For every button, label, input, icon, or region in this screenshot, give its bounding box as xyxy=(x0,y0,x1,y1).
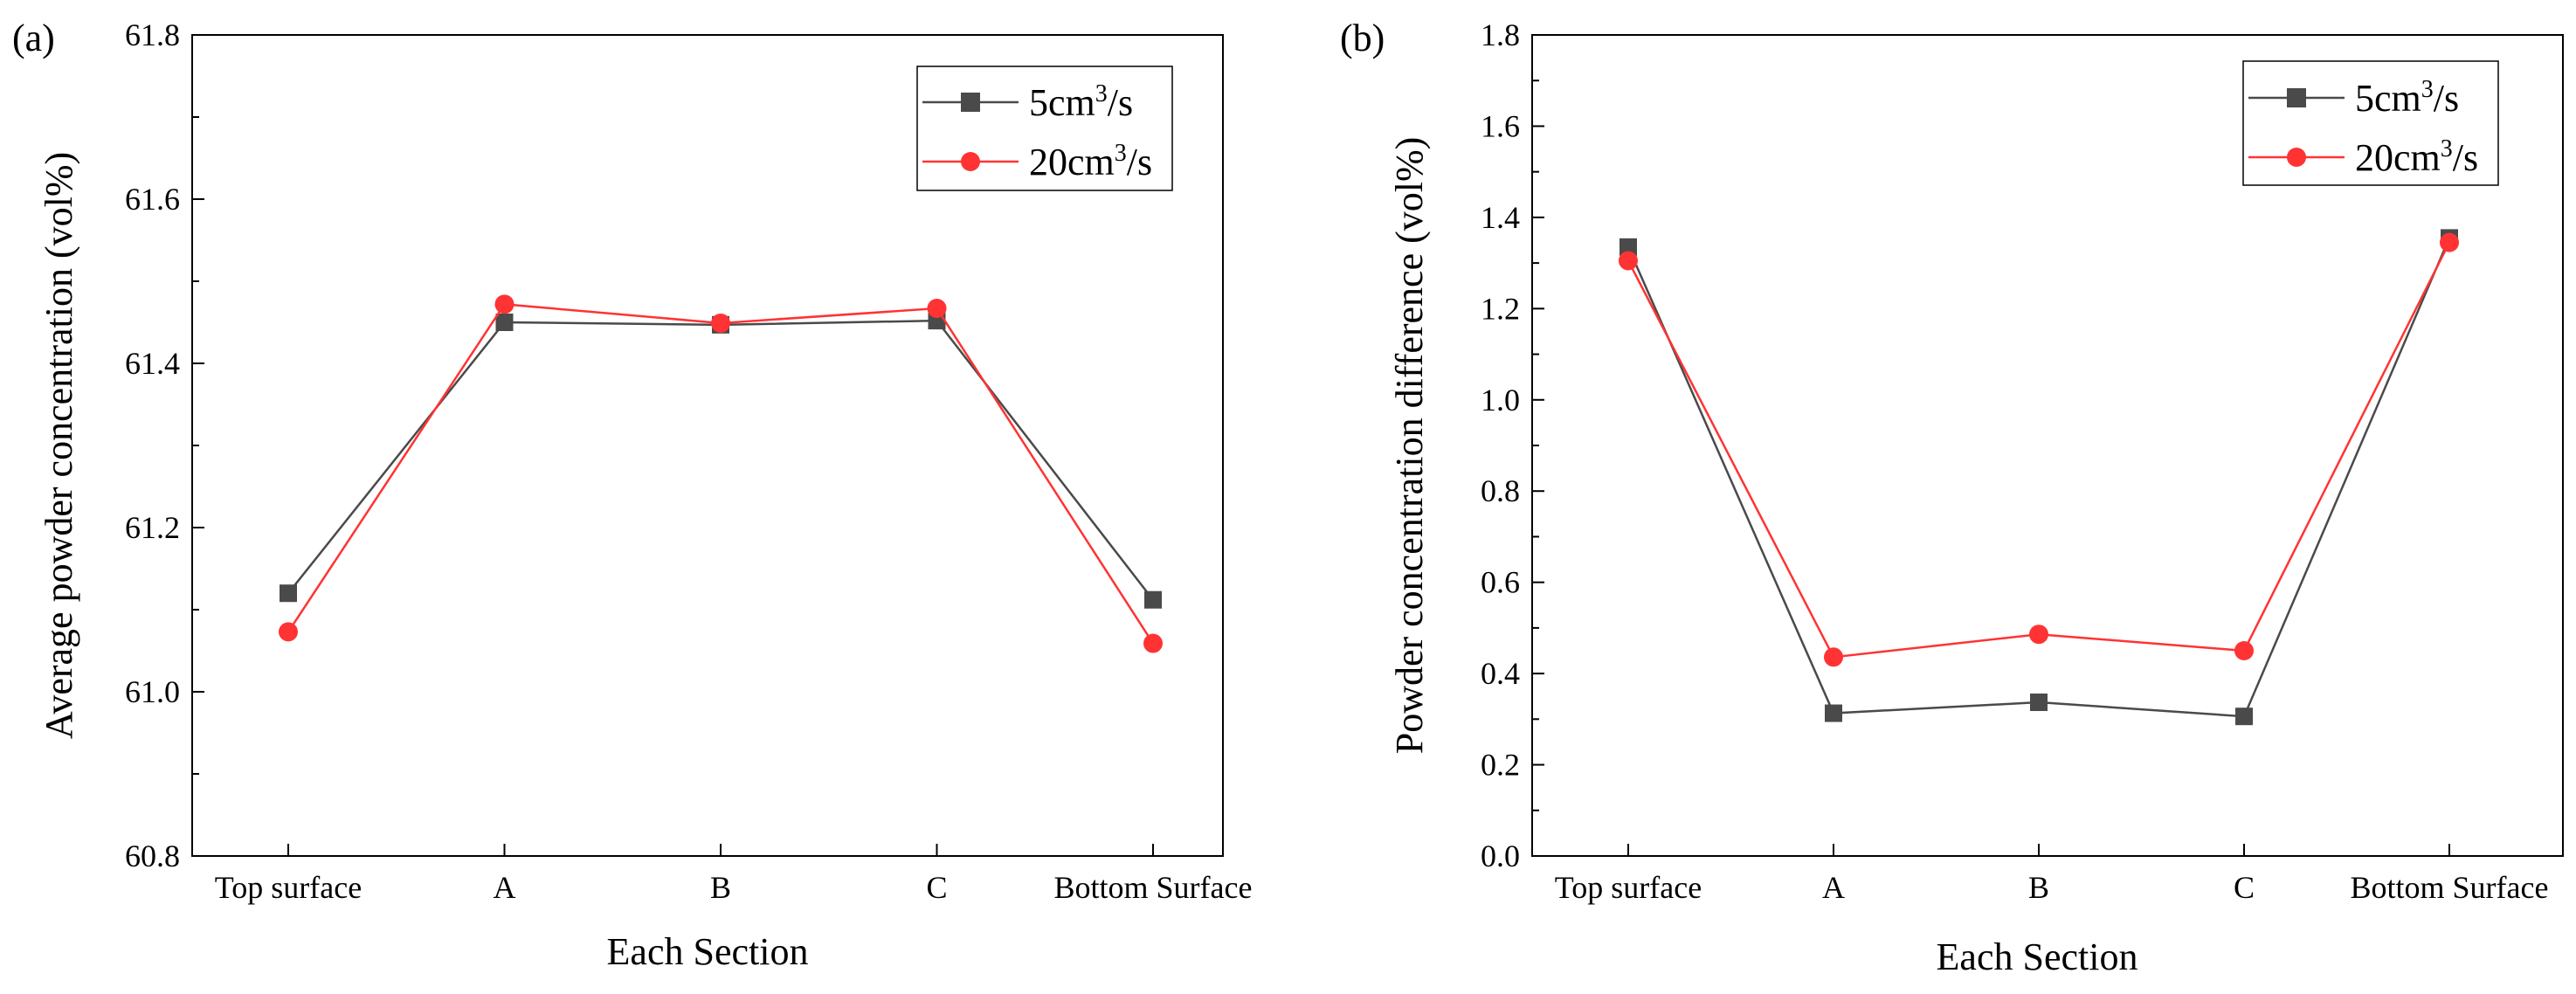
data-point-circle-a xyxy=(1143,633,1163,653)
data-point-circle-b xyxy=(2440,232,2459,252)
x-tick-label-a: A xyxy=(494,870,516,905)
data-point-square-a xyxy=(495,314,514,331)
data-point-square-b xyxy=(1619,238,1637,256)
data-point-circle-b xyxy=(1824,647,1843,667)
data-point-circle-b xyxy=(2029,625,2048,645)
chart-panel-b: (b) 0.0 0.2 0.4 0.6 0.8 1.0 1.2 1.4 1.6 1.8 Top s… xyxy=(1340,17,2564,978)
data-point-square-a xyxy=(280,584,297,603)
y-tick-label-b: 0.6 xyxy=(1481,565,1520,600)
y-tick-label-a: 61.4 xyxy=(125,346,180,381)
legend-marker-5cm-b xyxy=(2287,88,2306,107)
x-ticks-b: Top surface A B C Bottom Surface xyxy=(1555,844,2549,905)
y-tick-label-b: 1.0 xyxy=(1481,383,1520,418)
legend-a: 5cm3/s 20cm3/s xyxy=(916,66,1173,191)
data-point-circle-a xyxy=(279,622,298,642)
legend-label-5cm-b: 5cm3/s xyxy=(2355,76,2459,120)
legend-label-20cm-a: 20cm3/s xyxy=(1029,140,1152,183)
x-tick-label-a: Bottom Surface xyxy=(1054,870,1253,905)
y-ticks-b: 0.0 0.2 0.4 0.6 0.8 1.0 1.2 1.4 1.6 1.8 xyxy=(1481,17,1544,873)
y-tick-label-b: 0.0 xyxy=(1481,839,1520,873)
x-tick-label-b: A xyxy=(1822,870,1845,905)
legend-label-20cm-b: 20cm3/s xyxy=(2355,135,2478,179)
y-ticks-a: 60.8 61.0 61.2 61.4 61.6 61.8 xyxy=(125,17,204,873)
legend-marker-20cm-a xyxy=(961,152,980,171)
series-layer-a xyxy=(279,294,1163,653)
y-tick-label-b: 0.2 xyxy=(1481,748,1520,783)
data-point-square-b xyxy=(2235,708,2253,726)
chart-panel-a: (a) 60.8 61.0 61.2 61.4 61.6 61.8 Top surface… xyxy=(12,17,1252,973)
y-tick-label-a: 61.2 xyxy=(125,510,180,545)
y-axis-title-b: Powder concentration difference (vol%) xyxy=(1388,137,1431,755)
legend-box-b xyxy=(2242,60,2499,186)
y-tick-label-b: 0.4 xyxy=(1481,656,1520,691)
x-tick-label-b: C xyxy=(2234,870,2255,905)
data-point-circle-a xyxy=(711,313,730,333)
y-tick-label-b: 1.6 xyxy=(1481,108,1520,143)
data-point-circle-b xyxy=(1619,251,1638,271)
y-tick-label-a: 61.0 xyxy=(125,674,180,709)
x-tick-label-b: B xyxy=(2028,870,2049,905)
panel-label-b: (b) xyxy=(1340,17,1385,59)
x-axis-title-b: Each Section xyxy=(1937,935,2138,978)
x-axis-title-a: Each Section xyxy=(607,930,809,973)
y-tick-label-a: 61.8 xyxy=(125,17,180,52)
data-point-circle-b xyxy=(2234,641,2254,660)
y-tick-label-a: 61.6 xyxy=(125,182,180,217)
y-axis-title-a: Average powder concentration (vol%) xyxy=(38,152,80,739)
y-tick-label-b: 1.8 xyxy=(1481,17,1520,52)
legend-label-5cm-a: 5cm3/s xyxy=(1029,80,1133,124)
panel-label-a: (a) xyxy=(12,17,55,59)
x-tick-label-b: Top surface xyxy=(1555,870,1702,905)
data-point-square-b xyxy=(2030,694,2048,712)
y-tick-label-b: 1.4 xyxy=(1481,200,1520,235)
series-layer-b xyxy=(1619,229,2459,726)
data-point-square-a xyxy=(1144,590,1162,609)
y-tick-label-a: 60.8 xyxy=(125,839,180,873)
legend-box-a xyxy=(916,66,1173,191)
legend-marker-20cm-b xyxy=(2287,148,2306,167)
x-ticks-a: Top surface A B C Bottom Surface xyxy=(215,844,1253,905)
y-tick-label-b: 0.8 xyxy=(1481,473,1520,508)
x-tick-label-a: B xyxy=(710,870,731,905)
data-point-square-b xyxy=(1825,704,1842,722)
x-tick-label-a: C xyxy=(926,870,947,905)
data-point-circle-a xyxy=(927,299,947,319)
x-tick-label-b: Bottom Surface xyxy=(2351,870,2549,905)
y-tick-label-b: 1.2 xyxy=(1481,291,1520,326)
x-tick-label-a: Top surface xyxy=(215,870,362,905)
legend-b: 5cm3/s 20cm3/s xyxy=(2242,60,2499,186)
legend-marker-5cm-a xyxy=(961,93,980,112)
data-point-circle-a xyxy=(494,294,515,314)
